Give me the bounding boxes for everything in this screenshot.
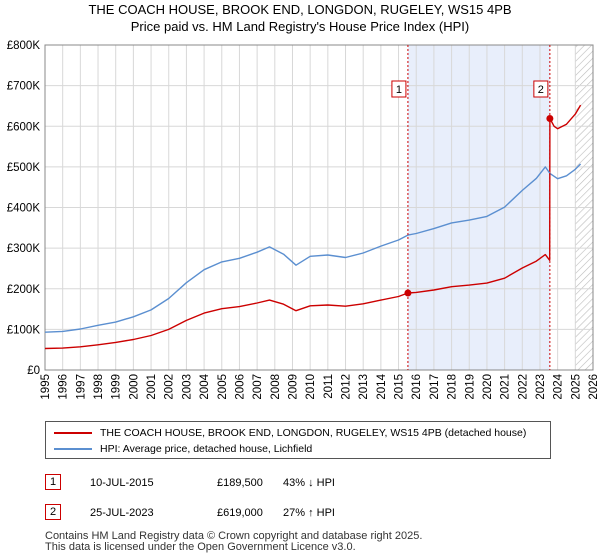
x-tick-label: 2025 xyxy=(570,374,582,400)
x-tick-label: 2008 xyxy=(270,374,282,400)
x-tick-label: 2017 xyxy=(429,374,441,400)
x-tick-label: 2004 xyxy=(199,373,211,399)
x-tick-label: 2022 xyxy=(517,374,529,400)
y-tick-label: £500K xyxy=(7,162,41,174)
x-tick-label: 2018 xyxy=(447,374,459,400)
sale-marker-box xyxy=(391,80,407,98)
sale-marker-label: 2 xyxy=(538,84,544,96)
y-tick-label: £0 xyxy=(27,365,40,377)
x-tick-label: 2023 xyxy=(535,374,547,400)
x-tick-label: 2005 xyxy=(217,374,229,400)
legend: THE COACH HOUSE, BROOK END, LONGDON, RUG… xyxy=(45,421,551,459)
y-tick-label: £600K xyxy=(7,121,41,133)
transaction-row: 1 10-JUL-2015 £189,500 43% ↓ HPI xyxy=(45,474,565,492)
legend-label-property: THE COACH HOUSE, BROOK END, LONGDON, RUG… xyxy=(100,427,527,439)
transaction-price: £619,000 xyxy=(217,507,263,519)
property-price-line xyxy=(45,104,582,350)
x-tick-label: 2010 xyxy=(305,374,317,400)
transaction-hpi-diff: 43% ↓ HPI xyxy=(283,477,335,489)
x-tick-label: 2021 xyxy=(500,374,512,400)
x-tick-label: 2014 xyxy=(376,373,388,399)
x-tick-label: 2000 xyxy=(128,374,140,400)
transaction-row: 2 25-JUL-2023 £619,000 27% ↑ HPI xyxy=(45,504,565,522)
sale-point xyxy=(404,289,412,297)
transaction-date: 25-JUL-2023 xyxy=(90,507,154,519)
transaction-hpi-diff: 27% ↑ HPI xyxy=(283,507,335,519)
y-tick-label: £200K xyxy=(7,284,41,296)
x-tick-label: 2020 xyxy=(482,374,494,400)
y-tick-label: £400K xyxy=(7,203,41,215)
transaction-date: 10-JUL-2015 xyxy=(90,477,154,489)
x-tick-label: 2015 xyxy=(394,374,406,400)
transaction-badge: 2 xyxy=(45,504,61,520)
x-tick-label: 1999 xyxy=(111,374,123,400)
x-tick-label: 1998 xyxy=(93,374,105,400)
y-tick-label: £800K xyxy=(7,40,41,52)
y-tick-label: £100K xyxy=(7,324,41,336)
legend-swatch-hpi xyxy=(54,448,92,450)
x-tick-label: 1995 xyxy=(40,374,52,400)
hpi-line xyxy=(45,163,582,333)
transaction-price: £189,500 xyxy=(217,477,263,489)
plot-border xyxy=(44,44,594,371)
footer-copyright: Contains HM Land Registry data © Crown c… xyxy=(45,530,423,542)
x-tick-label: 2026 xyxy=(588,374,600,400)
x-tick-label: 2009 xyxy=(287,374,299,400)
x-tick-label: 2007 xyxy=(252,374,264,400)
y-tick-label: £700K xyxy=(7,81,41,93)
sale-point xyxy=(546,115,554,123)
x-tick-label: 2002 xyxy=(164,374,176,400)
price-chart: £0 £100K £200K £300K £400K £500K £600K £700K £80… xyxy=(7,40,600,400)
y-tick-label: £300K xyxy=(7,243,41,255)
x-tick-label: 2001 xyxy=(146,374,158,400)
legend-swatch-property xyxy=(54,432,92,434)
x-tick-label: 2016 xyxy=(411,374,423,400)
x-tick-label: 2011 xyxy=(323,374,335,399)
chart-title: THE COACH HOUSE, BROOK END, LONGDON, RUG… xyxy=(88,2,512,17)
transaction-badge: 1 xyxy=(45,474,61,490)
legend-label-hpi: HPI: Average price, detached house, Lich… xyxy=(100,443,313,455)
footer-licence: This data is licensed under the Open Gov… xyxy=(45,541,356,553)
sale-marker-label: 1 xyxy=(396,84,402,96)
x-tick-label: 2013 xyxy=(358,374,370,400)
chart-subtitle: Price paid vs. HM Land Registry's House … xyxy=(130,19,470,34)
x-tick-label: 2019 xyxy=(464,374,476,400)
x-tick-label: 2024 xyxy=(553,373,565,399)
x-tick-label: 1997 xyxy=(75,374,87,400)
x-tick-label: 2006 xyxy=(234,374,246,400)
x-tick-label: 2003 xyxy=(181,374,193,400)
sale-marker-box xyxy=(533,80,549,98)
x-tick-label: 1996 xyxy=(58,374,70,400)
x-tick-label: 2012 xyxy=(341,374,353,400)
